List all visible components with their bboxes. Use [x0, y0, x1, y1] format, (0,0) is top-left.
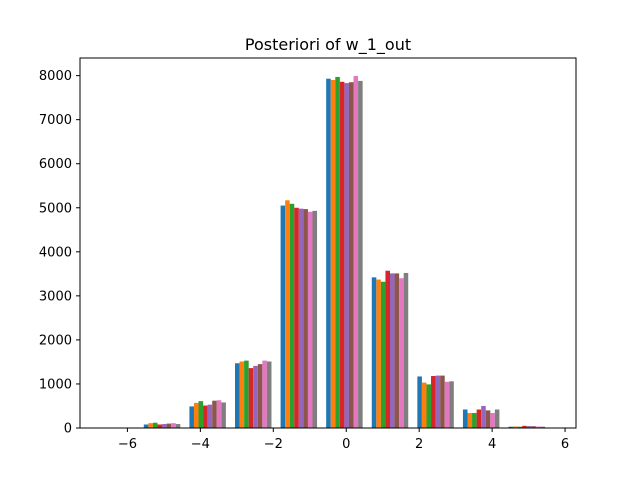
histogram-bar: [326, 78, 331, 428]
histogram-bar: [426, 384, 432, 428]
histogram-bar: [344, 83, 349, 429]
histogram-bar: [440, 375, 445, 428]
histogram-bar: [353, 76, 359, 428]
histogram-bar: [221, 402, 226, 428]
x-tick-label: −2: [264, 437, 283, 452]
histogram-bar: [531, 426, 536, 428]
histogram-bar: [535, 426, 541, 428]
histogram-bar: [162, 424, 167, 428]
histogram-bar: [193, 402, 199, 428]
y-tick-label: 7000: [39, 113, 72, 128]
histogram-bar: [175, 424, 181, 428]
histogram-bar: [431, 376, 436, 428]
y-tick-label: 5000: [39, 201, 72, 216]
histogram-bar: [257, 364, 263, 428]
histogram-bar: [285, 200, 290, 428]
histogram-bar: [262, 360, 267, 428]
histogram-bar: [289, 203, 295, 428]
histogram-bar: [472, 413, 477, 428]
histogram-bar: [417, 376, 422, 428]
histogram-bar: [198, 401, 204, 428]
histogram-bar: [421, 382, 427, 428]
histogram-bar: [385, 270, 390, 428]
histogram-bar: [348, 82, 354, 428]
y-tick-label: 2000: [39, 333, 72, 348]
histogram-bar: [294, 207, 299, 428]
histogram-bar: [490, 413, 495, 428]
histogram-bar: [166, 423, 172, 428]
x-tick-label: 0: [342, 437, 350, 452]
histogram-bar: [494, 409, 500, 428]
plot-frame: [79, 57, 577, 429]
histogram-bar: [212, 400, 217, 428]
histogram-bar: [467, 413, 473, 428]
histogram-bar: [244, 360, 249, 428]
x-tick-label: 2: [415, 437, 423, 452]
histogram-bar: [253, 365, 258, 428]
histogram-bar: [239, 361, 245, 428]
histogram-bar: [481, 405, 486, 428]
histogram-bar: [513, 426, 518, 428]
histogram-bar: [143, 424, 149, 428]
histogram-bar: [540, 426, 545, 428]
histogram-bar: [399, 278, 404, 428]
histogram-bar: [303, 209, 308, 428]
y-tick-label: 1000: [39, 377, 72, 392]
y-tick-label: 6000: [39, 157, 72, 172]
histogram-bar: [390, 273, 395, 428]
histogram-bar: [526, 426, 532, 428]
histogram-bar: [449, 381, 454, 428]
histogram-bar: [522, 425, 527, 428]
histogram-bar: [517, 426, 523, 428]
y-axis: 0 1000 2000 3000 4000 5000 6000 7000 8000: [39, 69, 80, 437]
histogram-bar: [403, 272, 409, 428]
y-tick-label: 8000: [39, 69, 72, 84]
x-tick-label: −6: [118, 437, 137, 452]
histogram-bar: [266, 361, 272, 428]
histogram-bar: [216, 400, 222, 428]
histogram-bar: [330, 80, 336, 429]
histogram-bar: [152, 422, 158, 428]
histogram-bar: [394, 273, 400, 428]
histogram-bar: [307, 211, 313, 428]
histogram-bar: [462, 409, 468, 428]
y-tick-label: 0: [64, 422, 72, 437]
histogram-bar: [435, 375, 441, 428]
histogram-bar: [207, 404, 213, 428]
x-tick-label: −4: [191, 437, 210, 452]
x-tick-label: 4: [488, 437, 496, 452]
histogram-bar: [380, 281, 386, 428]
histogram-bar: [339, 81, 345, 428]
histogram-bar: [248, 368, 254, 428]
histogram-bar: [485, 410, 491, 428]
histogram-bar: [358, 80, 363, 429]
bars-layer: [143, 76, 545, 429]
histogram-bar: [376, 279, 381, 428]
histogram-bar: [476, 409, 482, 428]
histogram-bar: [235, 363, 240, 428]
histogram-bar: [298, 208, 304, 428]
histogram-bar: [312, 210, 318, 428]
x-tick-label: 6: [561, 437, 569, 452]
histogram-bar: [508, 426, 514, 428]
histogram-bar: [335, 76, 340, 428]
histogram-bar: [157, 424, 163, 428]
chart-title: Posteriori of w_1_out: [245, 35, 411, 55]
histogram-bar: [148, 423, 153, 428]
histogram-bar: [444, 381, 450, 428]
histogram-bar: [203, 405, 208, 428]
x-axis: −6 −4 −2 0 2 4 6: [118, 428, 569, 452]
histogram-bar: [189, 406, 194, 428]
histogram-bar: [280, 205, 286, 428]
histogram-bar: [371, 277, 377, 428]
y-tick-label: 4000: [39, 245, 72, 260]
histogram-bar: [171, 423, 176, 428]
y-tick-label: 3000: [39, 289, 72, 304]
